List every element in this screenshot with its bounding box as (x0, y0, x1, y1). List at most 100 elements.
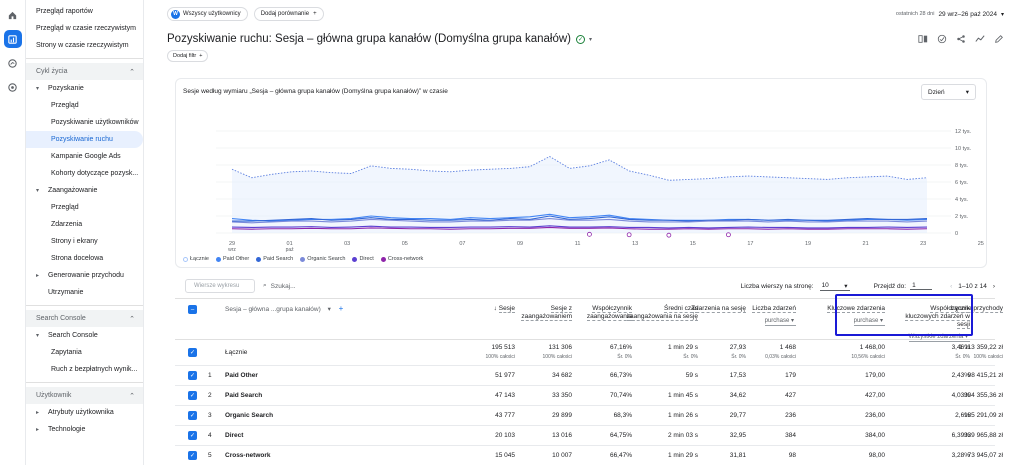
insights-icon[interactable] (937, 34, 947, 44)
date-range-picker[interactable]: ostatnich 28 dni 29 wrz–26 paź 2024 ▾ (896, 11, 1004, 18)
column-header-2[interactable]: Współczynnik zaangażowania (560, 305, 632, 321)
reports-icon[interactable] (3, 30, 22, 48)
check-circle-icon[interactable]: ✓ (576, 34, 585, 44)
legend-item[interactable]: Paid Search (256, 256, 293, 262)
sidebar-section-user[interactable]: Użytkownik ⌃ (26, 387, 143, 404)
sidebar-item-lifecycle-12[interactable]: Utrzymanie (26, 284, 143, 301)
rows-per-page-select[interactable]: 10 ▾ (819, 282, 850, 291)
row-checkbox[interactable]: ✓ (188, 348, 197, 357)
trend-icon[interactable] (975, 34, 985, 44)
segment-chip[interactable]: W Wszyscy użytkownicy (167, 7, 248, 21)
home-icon[interactable] (4, 6, 22, 24)
sidebar-item-lifecycle-6[interactable]: ▾ Zaangażowanie (26, 182, 143, 199)
search-input[interactable]: Szukaj... (270, 282, 296, 290)
metric-selector[interactable]: Wszystkie zdarzenia ▾ (908, 334, 970, 342)
add-comparison-button[interactable]: Dodaj porównanie + (253, 7, 324, 21)
table-row[interactable]: ✓ 4 Direct 20 103 13 016 64,75% 2 min 03 s 32,9… (175, 426, 1003, 446)
legend-item[interactable]: Organic Search (300, 256, 345, 262)
legend-item[interactable]: Paid Other (215, 256, 249, 262)
sidebar-item-lifecycle-9[interactable]: Strony i ekrany (26, 233, 143, 250)
divider (26, 58, 143, 59)
dimension-value[interactable]: Cross-network (225, 452, 271, 459)
table-search[interactable]: ⌕ Szukaj... (263, 282, 296, 290)
sidebar-item-user-1[interactable]: ▸ Technologie (26, 421, 143, 438)
add-dimension-icon[interactable]: + (338, 304, 344, 313)
sidebar-item-sc-1[interactable]: Zapytania (26, 344, 143, 361)
metric-cell: 185 291,09 zł (964, 412, 1003, 419)
compare-icon[interactable] (918, 34, 928, 44)
sidebar-item-reports-overview[interactable]: Przegląd raportów (36, 8, 93, 15)
table-row[interactable]: ✓ 3 Organic Search 43 777 29 899 68,3% 1 min 2… (175, 406, 1003, 426)
row-checkbox[interactable]: ✓ (188, 451, 197, 460)
table-total-row[interactable]: ✓ Łącznie 195 513 100% całości 131 306 100% c… (175, 340, 1003, 366)
table-row[interactable]: ✓ 1 Paid Other 51 977 34 682 66,73% 59 s 17,53 1… (175, 366, 1003, 386)
legend-dot (380, 256, 386, 262)
sidebar-section-lifecycle[interactable]: Cykl życia ⌃ (26, 63, 143, 80)
granularity-select[interactable]: Dzień ▾ (921, 84, 976, 100)
column-header-0[interactable]: ↓ Sesje (494, 305, 515, 313)
x-tick-label: 03 (344, 241, 350, 247)
metric-cell: 2 min 03 s (668, 432, 698, 439)
chevron-left-icon[interactable]: ‹ (950, 282, 953, 290)
dimension-value[interactable]: Organic Search (225, 412, 274, 419)
row-checkbox[interactable]: ✓ (188, 371, 197, 380)
sidebar-section-search-console[interactable]: Search Console ⌃ (26, 310, 143, 327)
sidebar-item-lifecycle-2[interactable]: Pozyskiwanie użytkowników (26, 114, 143, 131)
column-header-6[interactable]: Kluczowe zdarzenia purchase ▾ (827, 305, 885, 326)
sidebar-item-lifecycle-3[interactable]: Pozyskiwanie ruchu (26, 131, 143, 148)
legend-item[interactable]: Cross-network (380, 256, 423, 262)
divider (26, 305, 143, 306)
row-checkbox[interactable]: ✓ (188, 431, 197, 440)
dimension-selector[interactable]: Sesja – główna ...grupa kanałów) ▾ + (225, 305, 343, 314)
sidebar-item-lifecycle-4[interactable]: Kampanie Google Ads (26, 148, 143, 165)
chevron-right-icon[interactable]: › (992, 282, 995, 290)
column-header-1[interactable]: Sesje z zaangażowaniem (500, 305, 572, 321)
metric-selector[interactable]: purchase ▾ (853, 318, 885, 326)
column-header-8[interactable]: Łączne przychody (950, 305, 1003, 313)
dimension-value[interactable]: Paid Search (225, 392, 263, 399)
column-header-4[interactable]: Zdarzenia na sesję (691, 305, 746, 313)
sidebar-item-sc-0[interactable]: ▾ Search Console (26, 327, 143, 344)
metric-value: 236 (785, 412, 796, 419)
sidebar-item-user-0[interactable]: ▸ Atrybuty użytkownika (26, 404, 143, 421)
column-header-3[interactable]: Średni czas zaangażowania na sesję (626, 305, 698, 321)
sidebar-item-realtime-overview[interactable]: Przegląd w czasie rzeczywistym (36, 25, 136, 32)
table-row[interactable]: ✓ 2 Paid Search 47 143 33 350 70,74% 1 min 45 … (175, 386, 1003, 406)
sidebar-item-realtime-pages[interactable]: Strony w czasie rzeczywistym (36, 42, 129, 49)
x-tick-label: 25 (978, 241, 984, 247)
sidebar-item-lifecycle-1[interactable]: Przegląd (26, 97, 143, 114)
metric-subtext: 100% całości (542, 354, 572, 360)
chevron-down-icon[interactable]: ▾ (589, 36, 593, 43)
sidebar-item-sc-2[interactable]: Ruch z bezpłatnych wynik... (26, 361, 143, 378)
column-header-7[interactable]: Współczynnik kluczowych zdarzeń w sesji W… (898, 305, 970, 342)
column-header-5[interactable]: Liczba zdarzeń purchase ▾ (752, 305, 796, 326)
chart-rows-input[interactable]: Wiersze wykresu (185, 279, 255, 293)
legend-dot (215, 256, 221, 262)
goto-input[interactable]: 1 (910, 282, 933, 290)
sidebar-item-lifecycle-0[interactable]: ▾ Pozyskanie (26, 80, 143, 97)
sidebar-item-label: Pozyskanie (48, 85, 84, 92)
dimension-value[interactable]: Direct (225, 432, 244, 439)
edit-icon[interactable] (994, 34, 1004, 44)
metric-value: 10 007 (552, 452, 572, 459)
share-icon[interactable] (956, 34, 966, 44)
sidebar-item-lifecycle-5[interactable]: Kohorty dotyczące pozysk... (26, 165, 143, 182)
sidebar-item-lifecycle-8[interactable]: Zdarzenia (26, 216, 143, 233)
metric-cell: 29,77 (730, 412, 746, 419)
sidebar-item-lifecycle-7[interactable]: Przegląd (26, 199, 143, 216)
row-checkbox[interactable]: ✓ (188, 411, 197, 420)
sidebar-item-lifecycle-11[interactable]: ▸ Generowanie przychodu (26, 267, 143, 284)
legend-item[interactable]: Łącznie (183, 256, 209, 262)
legend-item[interactable]: Direct (352, 256, 374, 262)
dimension-value[interactable]: Paid Other (225, 372, 258, 379)
advertising-icon[interactable] (4, 78, 22, 96)
metric-selector[interactable]: purchase ▾ (764, 318, 796, 326)
sidebar-item-lifecycle-10[interactable]: Strona docelowa (26, 250, 143, 267)
explore-icon[interactable] (4, 54, 22, 72)
dimension-value[interactable]: Łącznie (225, 349, 248, 356)
table-row[interactable]: ✓ 5 Cross-network 15 045 10 007 66,47% 1 min 2… (175, 446, 1003, 465)
select-all-checkbox[interactable]: – (188, 305, 197, 314)
add-filter-button[interactable]: Dodaj filtr + (167, 50, 209, 62)
metric-value: 70,74% (609, 392, 632, 399)
row-checkbox[interactable]: ✓ (188, 391, 197, 400)
